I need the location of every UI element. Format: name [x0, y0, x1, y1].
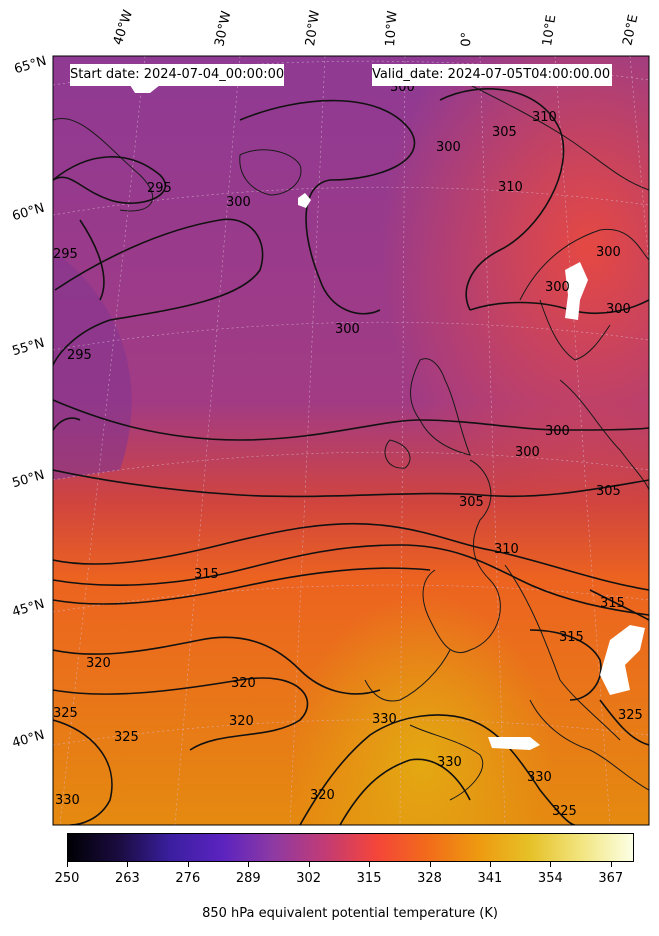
colorbar-tick [489, 862, 491, 867]
lon-label: 10°W [383, 10, 401, 47]
colorbar-tick [610, 862, 612, 867]
colorbar-tick [67, 862, 68, 867]
colorbar-tick-label: 341 [477, 871, 503, 886]
contour-label: 300 [545, 280, 570, 295]
contour-label: 320 [231, 676, 256, 691]
colorbar-tick-label: 315 [356, 871, 382, 886]
contour-label: 325 [552, 804, 577, 819]
colorbar-tick [308, 862, 310, 867]
contour-label: 330 [55, 793, 80, 808]
contour-label: 295 [53, 247, 78, 262]
coastlines [53, 84, 649, 801]
contour-label: 320 [229, 714, 254, 729]
start-date-label: Start date: 2024-07-04_00:00:00 [70, 64, 285, 86]
temperature-field [53, 56, 649, 825]
contour-label: 310 [494, 542, 519, 557]
colorbar-tick-label: 276 [175, 871, 201, 886]
colorbar-tick [187, 862, 189, 867]
contour-label: 325 [618, 708, 643, 723]
colorbar-tick [550, 862, 552, 867]
colorbar-tick-label: 250 [54, 871, 80, 886]
colorbar-tick [248, 862, 250, 867]
colorbar-tick-label: 328 [417, 871, 442, 886]
map-frame [52, 55, 650, 826]
contour-label: 305 [596, 484, 621, 499]
colorbar-tick-label: 302 [296, 871, 322, 886]
valid-date-label: Valid_date: 2024-07-05T04:00:00.00 [372, 64, 613, 86]
colorbar [67, 833, 634, 862]
contour-label: 300 [596, 245, 621, 260]
colorbar-title: 850 hPa equivalent potential temperature… [202, 906, 498, 921]
contour-label: 295 [67, 348, 92, 363]
contour-label: 295 [147, 181, 172, 196]
colorbar-tick-label: 263 [114, 871, 140, 886]
colorbar-tick [369, 862, 371, 867]
contour-label: 315 [600, 596, 625, 611]
contour-label: 325 [114, 730, 139, 745]
colorbar-tick-label: 354 [537, 871, 563, 886]
contour-label: 330 [527, 770, 552, 785]
contour-label: 325 [53, 706, 78, 721]
contour-label: 310 [498, 180, 523, 195]
contour-label: 305 [492, 125, 517, 140]
contour-label: 315 [194, 567, 219, 582]
contour-label: 300 [335, 322, 360, 337]
contour-label: 315 [559, 630, 584, 645]
colorbar-tick [127, 862, 129, 867]
colorbar-tick-label: 289 [235, 871, 261, 886]
colorbar-tick [429, 862, 431, 867]
contour-label: 300 [226, 195, 251, 210]
contour-label: 300 [515, 445, 540, 460]
contour-label: 300 [606, 302, 631, 317]
contour-label: 300 [436, 140, 461, 155]
graticule [53, 56, 649, 825]
lon-label: 0° [459, 31, 475, 47]
contour-label: 320 [310, 788, 335, 803]
contour-label: 320 [86, 656, 111, 671]
contour-label: 305 [459, 495, 484, 510]
contour-lines [53, 88, 649, 825]
colorbar-tick-label: 367 [598, 871, 624, 886]
contour-label: 330 [372, 712, 397, 727]
contour-label: 310 [532, 110, 557, 125]
contour-label: 300 [545, 424, 570, 439]
contour-label: 330 [437, 755, 462, 770]
missing-data [130, 85, 645, 750]
